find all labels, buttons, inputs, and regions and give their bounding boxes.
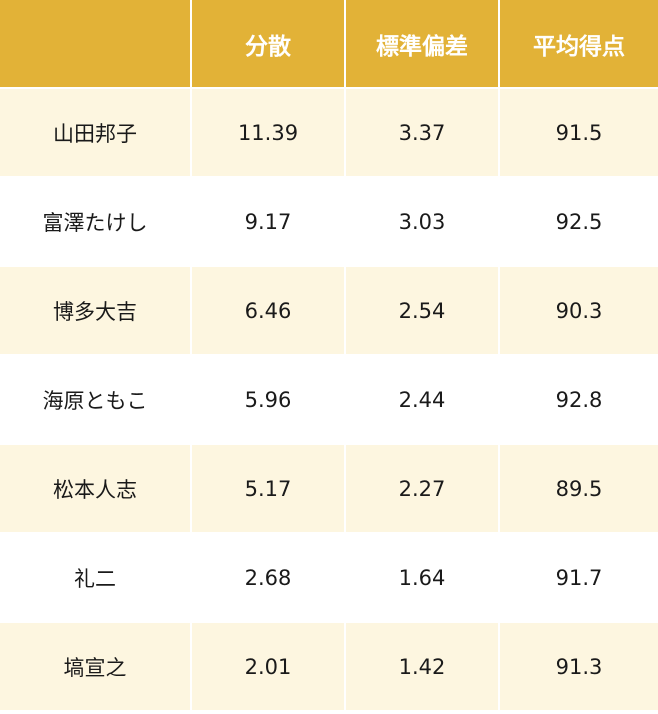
table-row: 塙宣之 2.01 1.42 91.3 bbox=[0, 623, 658, 712]
std-dev-cell: 2.27 bbox=[346, 445, 500, 534]
std-dev-cell: 2.54 bbox=[346, 267, 500, 356]
std-dev-cell: 1.42 bbox=[346, 623, 500, 712]
average-score-cell: 92.5 bbox=[500, 178, 658, 267]
header-variance: 分散 bbox=[192, 0, 346, 89]
header-judge bbox=[0, 0, 192, 89]
table-row: 海原ともこ 5.96 2.44 92.8 bbox=[0, 356, 658, 445]
table-row: 山田邦子 11.39 3.37 91.5 bbox=[0, 89, 658, 178]
variance-cell: 5.17 bbox=[192, 445, 346, 534]
table-row: 博多大吉 6.46 2.54 90.3 bbox=[0, 267, 658, 356]
variance-cell: 2.01 bbox=[192, 623, 346, 712]
average-score-cell: 89.5 bbox=[500, 445, 658, 534]
variance-cell: 6.46 bbox=[192, 267, 346, 356]
average-score-cell: 91.3 bbox=[500, 623, 658, 712]
std-dev-cell: 2.44 bbox=[346, 356, 500, 445]
judge-name: 富澤たけし bbox=[0, 178, 192, 267]
average-score-cell: 91.7 bbox=[500, 534, 658, 623]
judge-name: 博多大吉 bbox=[0, 267, 192, 356]
judge-name: 塙宣之 bbox=[0, 623, 192, 712]
variance-cell: 11.39 bbox=[192, 89, 346, 178]
std-dev-cell: 3.03 bbox=[346, 178, 500, 267]
judge-name: 松本人志 bbox=[0, 445, 192, 534]
table-row: 富澤たけし 9.17 3.03 92.5 bbox=[0, 178, 658, 267]
average-score-cell: 90.3 bbox=[500, 267, 658, 356]
header-average-score: 平均得点 bbox=[500, 0, 658, 89]
judge-name: 山田邦子 bbox=[0, 89, 192, 178]
std-dev-cell: 3.37 bbox=[346, 89, 500, 178]
average-score-cell: 91.5 bbox=[500, 89, 658, 178]
header-std-dev: 標準偏差 bbox=[346, 0, 500, 89]
table-row: 礼二 2.68 1.64 91.7 bbox=[0, 534, 658, 623]
std-dev-cell: 1.64 bbox=[346, 534, 500, 623]
judge-name: 礼二 bbox=[0, 534, 192, 623]
variance-cell: 9.17 bbox=[192, 178, 346, 267]
average-score-cell: 92.8 bbox=[500, 356, 658, 445]
table-row: 松本人志 5.17 2.27 89.5 bbox=[0, 445, 658, 534]
judge-name: 海原ともこ bbox=[0, 356, 192, 445]
variance-cell: 5.96 bbox=[192, 356, 346, 445]
variance-cell: 2.68 bbox=[192, 534, 346, 623]
header-row: 分散 標準偏差 平均得点 bbox=[0, 0, 658, 89]
